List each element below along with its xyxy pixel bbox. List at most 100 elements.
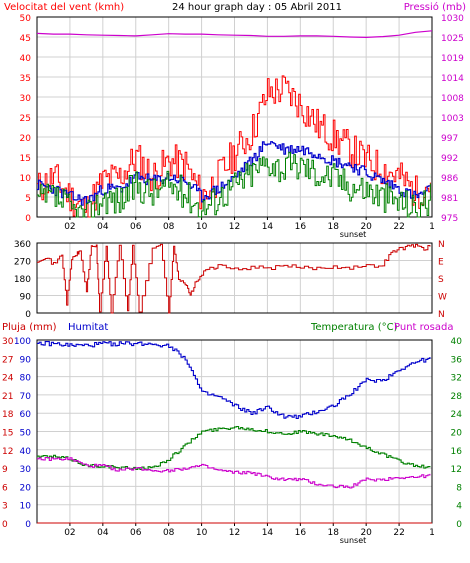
wind-y-tick-label: 0: [25, 214, 31, 224]
direction-y-tick-label: 270: [14, 258, 31, 268]
rain-y-tick-label: 30: [2, 337, 14, 347]
rain-y-tick-label: 0: [2, 520, 8, 530]
direction-y-tick-label: 0: [25, 310, 31, 320]
direction-y-tick-label: 180: [14, 275, 31, 285]
wind-y-tick-label: 40: [20, 54, 32, 64]
humidity-y-tick-label: 40: [20, 447, 32, 457]
compass-tick-label: S: [438, 275, 444, 285]
wind-y-tick-label: 25: [20, 114, 31, 124]
temperature-y-tick-label: 28: [451, 392, 463, 402]
pressure-y-tick-label: 1008: [441, 94, 464, 104]
panel3-xtick-label: 12: [229, 528, 240, 538]
series-direction-line: [37, 243, 431, 314]
pressure-y-tick-label: 1025: [441, 34, 464, 44]
panel3-xtick-label: 22: [393, 528, 404, 538]
temperature-y-tick-label: 40: [451, 337, 463, 347]
panel1-xtick-label: 12: [229, 222, 240, 232]
panel3-xtick-label: 02: [64, 528, 75, 538]
panel3-xtick-label: 20: [360, 528, 372, 538]
graph-title: 24 hour graph day : 05 Abril 2011: [172, 2, 342, 13]
panel1-xtick-label: 16: [295, 222, 307, 232]
pressure-y-tick-label: 1014: [441, 74, 464, 84]
panel1-xtick-label: 22: [393, 222, 404, 232]
panel2-frame: [36, 242, 433, 314]
temperature-y-tick-label: 0: [456, 520, 462, 530]
rain-y-tick-label: 21: [2, 392, 13, 402]
temperature-y-tick-label: 36: [451, 355, 463, 365]
panel1-xtick-label: 14: [262, 222, 274, 232]
rain-y-tick-label: 3: [2, 502, 8, 512]
temperature-y-tick-label: 8: [456, 483, 462, 493]
panel3-xtick-label: 08: [163, 528, 175, 538]
rain-y-tick-label: 27: [2, 355, 13, 365]
panel3-xtick-label: 04: [97, 528, 109, 538]
panel3-xtick-label: 16: [295, 528, 307, 538]
compass-tick-label: W: [438, 293, 447, 303]
pressure-y-tick-label: 1019: [441, 54, 464, 64]
pressure-y-tick-label: 1030: [441, 14, 464, 24]
wind-y-tick-label: 10: [20, 174, 32, 184]
wind-y-tick-label: 30: [20, 94, 32, 104]
pressure-y-tick-label: 1003: [441, 114, 464, 124]
wind-y-tick-label: 5: [25, 194, 31, 204]
panel1-sunset-label: sunset: [340, 230, 367, 239]
temperature-y-tick-label: 12: [451, 465, 462, 475]
panel1-xtick-label: 1: [429, 222, 435, 232]
wind-speed-title: Velocitat del vent (kmh): [4, 2, 124, 13]
temperature-humidity-panel: 0369121518212427300102030405060708090100…: [2, 337, 462, 545]
wind-y-tick-label: 35: [20, 74, 31, 84]
direction-y-tick-label: 360: [14, 240, 31, 250]
panel3-xtick-label: 14: [262, 528, 274, 538]
compass-tick-label: E: [438, 258, 444, 268]
series-pressure-line: [36, 30, 433, 39]
temperature-title: Temperatura (°C): [310, 322, 398, 333]
direction-y-tick-label: 90: [20, 293, 32, 303]
compass-tick-label: N: [438, 310, 445, 320]
temperature-y-tick-label: 24: [451, 410, 463, 420]
wind-y-tick-label: 20: [20, 134, 32, 144]
panel1-xtick-label: 06: [130, 222, 142, 232]
pressure-title: Pressió (mb): [404, 1, 466, 13]
humidity-y-tick-label: 50: [20, 429, 32, 439]
humidity-y-tick-label: 20: [20, 483, 32, 493]
rain-title: Pluja (mm): [2, 322, 57, 333]
humidity-y-tick-label: 100: [14, 337, 31, 347]
panel3-sunset-label: sunset: [340, 536, 367, 545]
rain-y-tick-label: 9: [2, 465, 8, 475]
humidity-y-tick-label: 60: [20, 410, 32, 420]
pressure-y-tick-label: 986: [441, 174, 458, 184]
rain-y-tick-label: 15: [2, 429, 13, 439]
dewpoint-title: Punt rosada: [394, 322, 453, 333]
wind-y-tick-label: 45: [20, 34, 31, 44]
compass-tick-label: N: [438, 240, 445, 250]
panel1-xtick-label: 02: [64, 222, 75, 232]
humidity-y-tick-label: 80: [20, 374, 32, 384]
humidity-y-tick-label: 0: [25, 520, 31, 530]
temperature-y-tick-label: 16: [451, 447, 463, 457]
pressure-y-tick-label: 997: [441, 134, 458, 144]
wind-pressure-panel: 0 5 10 15 20 25 30 35 40 45 50 975 981 986 992 997 1003 1…: [20, 14, 465, 239]
rain-y-tick-label: 18: [2, 410, 14, 420]
panel3-xtick-label: 06: [130, 528, 142, 538]
humidity-y-tick-label: 70: [20, 392, 32, 402]
pressure-y-tick-label: 981: [441, 194, 458, 204]
rain-y-tick-label: 6: [2, 483, 8, 493]
panel1-xtick-label: 08: [163, 222, 175, 232]
rain-y-tick-label: 24: [2, 374, 14, 384]
pressure-y-tick-label: 992: [441, 154, 458, 164]
panel1-xtick-label: 10: [196, 222, 208, 232]
panel3-xtick-label: 1: [429, 528, 435, 538]
humidity-y-tick-label: 10: [20, 502, 32, 512]
panel3-xtick-label: 18: [328, 528, 340, 538]
series-humidity-line: [37, 341, 431, 419]
panel1-xtick-label: 18: [328, 222, 340, 232]
panel1-xtick-label: 20: [360, 222, 372, 232]
series-wind2-line: [37, 151, 431, 218]
series-temperature-line: [37, 425, 431, 471]
wind-y-tick-label: 15: [20, 154, 31, 164]
humidity-y-tick-label: 90: [20, 355, 32, 365]
wind-y-tick-label: 50: [20, 14, 32, 24]
